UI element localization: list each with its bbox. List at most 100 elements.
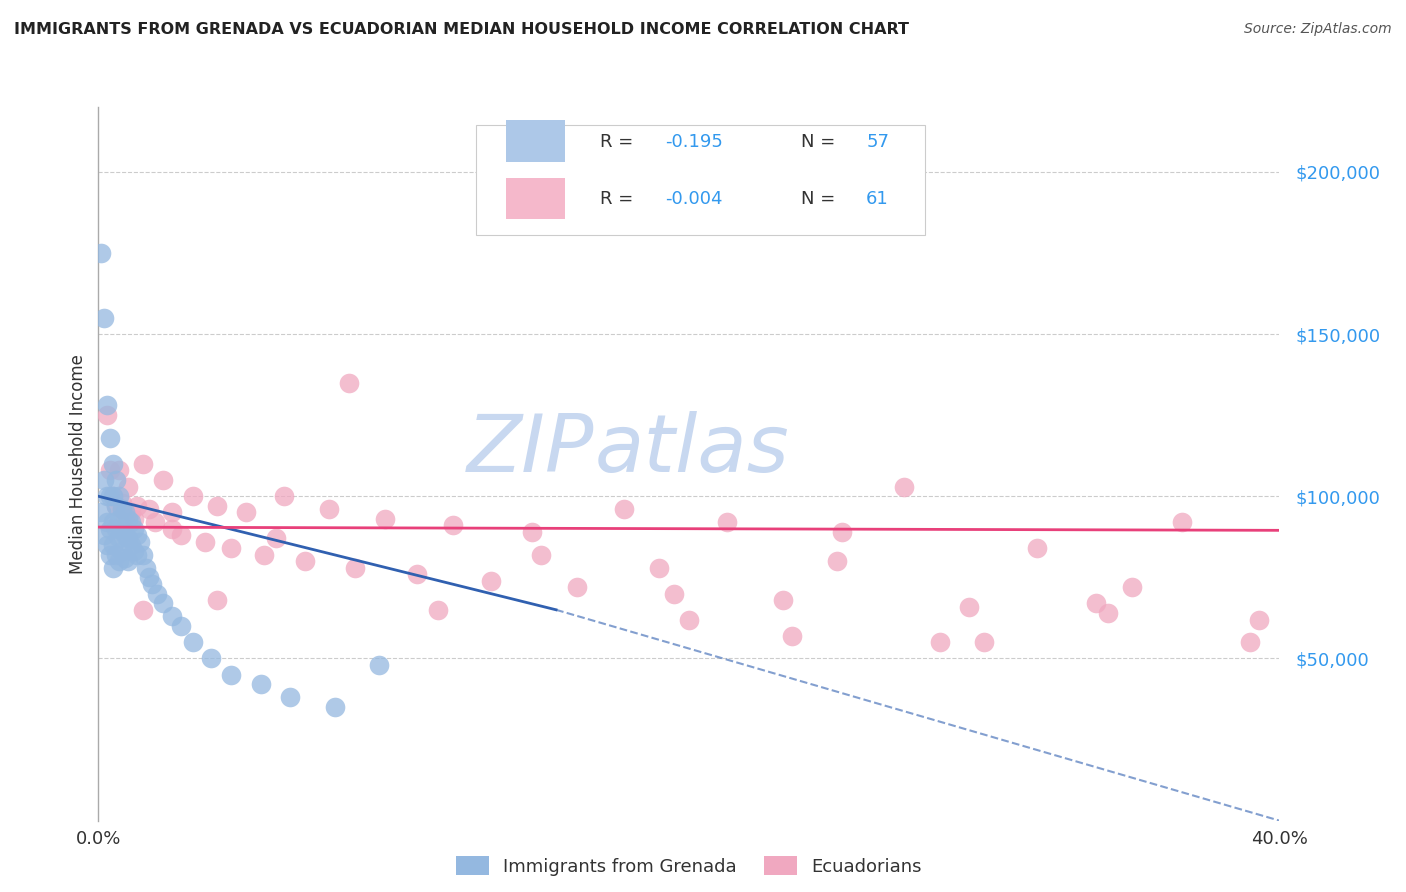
Point xyxy=(125,499,148,513)
Point xyxy=(146,586,169,600)
Point xyxy=(98,489,121,503)
Point xyxy=(98,463,121,477)
Point xyxy=(831,524,853,539)
Text: N =: N = xyxy=(801,133,841,151)
Point xyxy=(117,479,139,493)
Point xyxy=(111,502,134,516)
Point xyxy=(294,554,316,568)
Point xyxy=(90,506,112,520)
Text: ZIP: ZIP xyxy=(467,410,595,489)
Point xyxy=(200,651,222,665)
Point xyxy=(273,489,295,503)
Point xyxy=(772,593,794,607)
Point xyxy=(98,522,121,536)
Point xyxy=(105,473,128,487)
Point xyxy=(1097,606,1119,620)
Point xyxy=(93,528,115,542)
Point xyxy=(103,538,125,552)
Point xyxy=(108,512,131,526)
Point xyxy=(170,619,193,633)
Point xyxy=(782,629,804,643)
Point xyxy=(120,538,142,552)
Point xyxy=(103,489,125,503)
Point xyxy=(339,376,360,390)
Text: Source: ZipAtlas.com: Source: ZipAtlas.com xyxy=(1244,22,1392,37)
Point xyxy=(96,399,118,413)
Point xyxy=(114,550,136,565)
Text: -0.004: -0.004 xyxy=(665,190,723,208)
Point xyxy=(1171,515,1194,529)
Point xyxy=(111,502,134,516)
Point xyxy=(120,506,142,520)
Point xyxy=(250,677,273,691)
Point xyxy=(141,577,163,591)
Point xyxy=(111,496,134,510)
Point xyxy=(1085,596,1108,610)
Point xyxy=(128,534,150,549)
Point xyxy=(132,548,155,562)
Point xyxy=(1121,580,1143,594)
Point xyxy=(105,548,128,562)
Point xyxy=(108,463,131,477)
Point xyxy=(132,457,155,471)
Point xyxy=(120,515,142,529)
Point xyxy=(152,473,174,487)
Point xyxy=(96,408,118,422)
Text: R =: R = xyxy=(600,133,640,151)
Point xyxy=(181,635,204,649)
Point xyxy=(181,489,204,503)
Point xyxy=(111,522,134,536)
Point xyxy=(103,515,125,529)
Point xyxy=(170,528,193,542)
Point xyxy=(93,310,115,325)
Point xyxy=(96,538,118,552)
Y-axis label: Median Household Income: Median Household Income xyxy=(69,354,87,574)
Point xyxy=(235,506,257,520)
Point xyxy=(219,541,242,556)
FancyBboxPatch shape xyxy=(506,120,565,161)
Point xyxy=(613,502,636,516)
Point xyxy=(135,560,157,574)
Point xyxy=(565,580,588,594)
Point xyxy=(132,603,155,617)
Point xyxy=(323,700,346,714)
Point xyxy=(105,499,128,513)
Point xyxy=(205,593,228,607)
Point xyxy=(959,599,981,614)
Point xyxy=(122,522,145,536)
Point xyxy=(1239,635,1261,649)
Point xyxy=(162,522,183,536)
Point xyxy=(90,246,112,260)
Point xyxy=(530,548,553,562)
Point xyxy=(117,554,139,568)
Point xyxy=(678,613,700,627)
Point xyxy=(162,506,183,520)
Text: atlas: atlas xyxy=(595,410,789,489)
Point xyxy=(114,528,136,542)
Point xyxy=(108,554,131,568)
Point xyxy=(122,544,145,558)
Point xyxy=(162,609,183,624)
Point xyxy=(105,499,128,513)
Point xyxy=(219,667,242,681)
Point xyxy=(973,635,995,649)
Point xyxy=(664,586,686,600)
Point xyxy=(479,574,502,588)
Point xyxy=(125,528,148,542)
Point xyxy=(368,657,391,672)
Point xyxy=(318,502,340,516)
Point xyxy=(1247,613,1270,627)
Point xyxy=(138,502,160,516)
Point xyxy=(441,518,464,533)
Point xyxy=(648,560,671,574)
Point xyxy=(138,570,160,584)
Point xyxy=(105,522,128,536)
Text: N =: N = xyxy=(801,190,841,208)
Point xyxy=(93,473,115,487)
Point xyxy=(344,560,367,574)
Point xyxy=(122,512,145,526)
Text: 57: 57 xyxy=(866,133,889,151)
Point xyxy=(253,548,276,562)
Point xyxy=(98,431,121,445)
Point xyxy=(893,479,915,493)
